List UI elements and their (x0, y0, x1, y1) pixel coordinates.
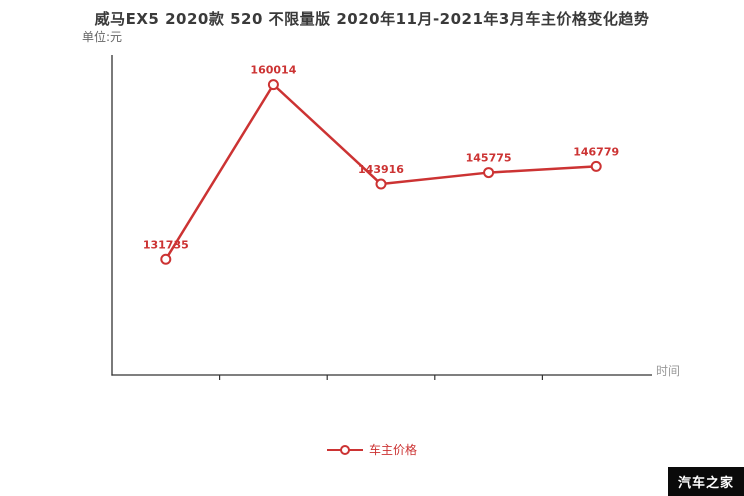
y-axis-unit-label: 单位:元 (82, 30, 123, 44)
plot-area: 131735 160014 143916 145775 146779 (143, 64, 619, 380)
data-point-marker (267, 79, 279, 91)
legend-line-marker-icon (326, 444, 363, 455)
data-point-label: 131735 (143, 238, 189, 251)
legend-item-owner-price[interactable]: 车主价格 (0, 441, 744, 458)
watermark-autohome: 汽车之家 (667, 467, 744, 496)
data-point-label: 146779 (573, 145, 619, 158)
legend-label: 车主价格 (368, 443, 417, 457)
data-point-label: 160014 (250, 64, 296, 77)
data-point-marker (590, 160, 602, 172)
data-point-marker (160, 253, 172, 265)
data-point-label: 143916 (358, 163, 404, 176)
x-axis-label: 时间 (656, 364, 681, 378)
chart-title: 威马EX5 2020款 520 不限量版 2020年11月-2021年3月车主价… (94, 10, 650, 28)
data-point-marker (483, 167, 495, 179)
data-point-marker (375, 178, 387, 190)
data-point-label: 145775 (466, 152, 512, 165)
